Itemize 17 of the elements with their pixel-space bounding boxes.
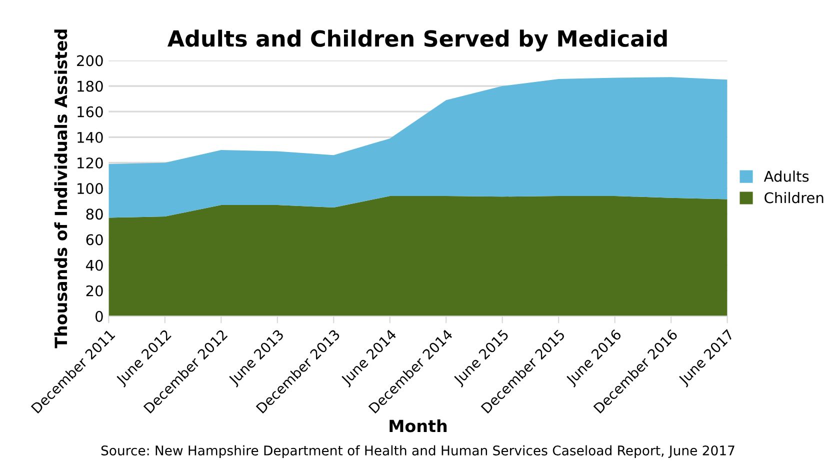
- y-tick-label: 0: [96, 310, 103, 322]
- legend-label: Children: [764, 192, 824, 204]
- x-axis-title: Month: [390, 419, 447, 432]
- y-tick-label: 40: [86, 260, 103, 271]
- y-tick-label: 120: [78, 157, 103, 168]
- legend-label: Adults: [764, 170, 809, 182]
- y-tick-label: 200: [77, 55, 103, 66]
- y-tick-label: 20: [86, 285, 103, 296]
- y-tick-label: 160: [78, 106, 103, 118]
- chart-title: Adults and Children Served by Medicaid: [168, 30, 667, 52]
- y-tick-label: 180: [78, 80, 103, 92]
- y-axis-title: Thousands of Individuals Assisted: [54, 30, 68, 348]
- y-tick-label: 140: [78, 132, 103, 143]
- y-tick-label: 80: [86, 208, 103, 220]
- y-tick-label: 60: [86, 234, 103, 246]
- y-tick-label: 100: [78, 183, 103, 194]
- source-note: Source: New Hampshire Department of Health and Human Services Caseload Report, June 2017: [101, 445, 734, 458]
